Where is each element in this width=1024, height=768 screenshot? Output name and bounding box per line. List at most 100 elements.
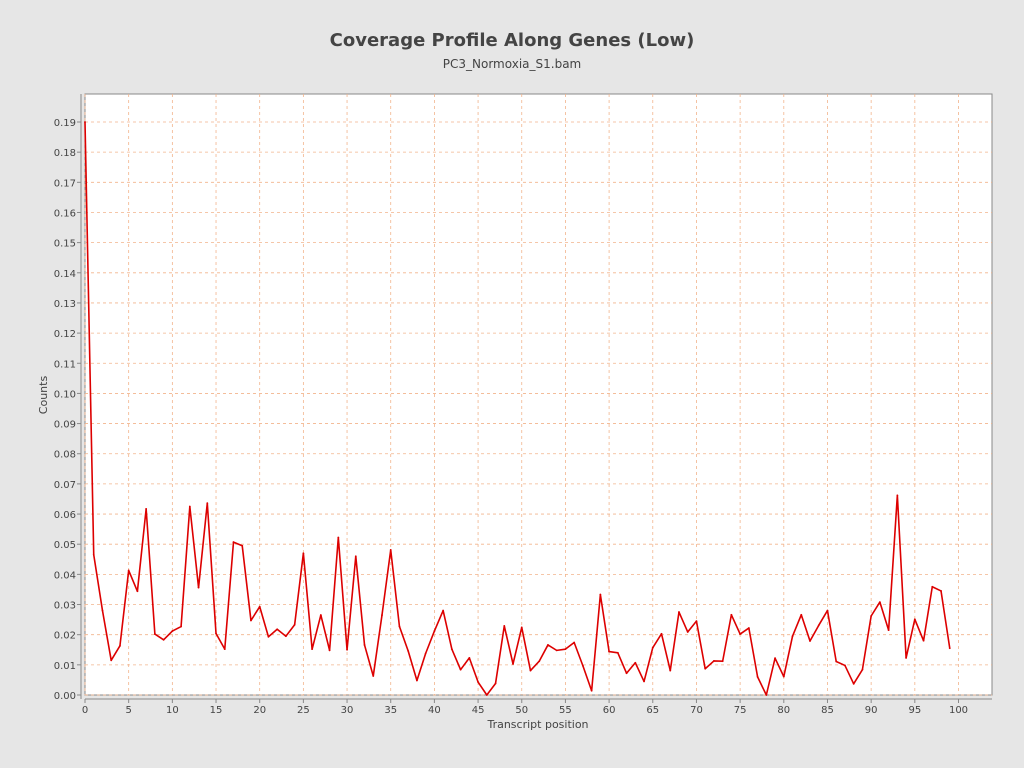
y-tick-label: 0.16 [54,208,76,219]
y-tick-label: 0.10 [54,389,76,400]
data-point [153,633,156,635]
x-tick-label: 65 [646,705,659,716]
data-point [520,626,523,629]
data-point [162,638,165,641]
data-point [844,664,846,667]
gridlines [84,94,992,696]
data-point [267,635,270,638]
data-point [407,650,410,652]
data-point [512,663,514,665]
data-point [878,601,881,604]
x-tick-label: 35 [384,705,397,716]
data-point [293,623,296,626]
data-point [756,676,759,678]
x-tick-label: 75 [734,705,747,716]
data-point [774,657,776,660]
x-tick-label: 30 [341,705,354,716]
data-point [922,639,925,642]
data-point [581,664,584,667]
data-point [337,536,340,539]
data-point [381,614,383,616]
data-point [809,640,811,642]
data-point [940,590,942,592]
data-point [739,633,742,635]
x-tick-label: 85 [821,705,834,716]
data-point [241,544,244,547]
x-tick-label: 25 [297,705,310,716]
y-tick-label: 0.04 [54,570,76,581]
x-tick-label: 40 [428,705,441,716]
data-point [704,667,707,670]
data-point [713,660,715,662]
data-point [616,651,619,654]
data-point [686,631,689,633]
series-group [84,121,951,696]
data-point [468,657,471,659]
x-tick-label: 20 [253,705,266,716]
data-point [363,644,366,646]
data-point [608,650,610,653]
data-point [145,508,148,510]
data-point [765,694,768,696]
data-point [503,625,506,627]
data-point [529,669,532,672]
data-point [800,613,803,616]
y-tick-label: 0.09 [54,420,76,431]
data-point [319,614,322,616]
data-point [905,657,907,659]
x-tick-label: 0 [82,705,88,716]
y-axis-ticks: 0.00 0.01 0.02 0.03 0.04 0.05 0.06 0.07 0.08 0.09… [54,118,81,702]
x-tick-label: 60 [603,705,616,716]
data-point [931,585,934,588]
data-point [136,590,139,593]
data-point [328,649,331,652]
data-point [92,553,95,556]
data-point [215,632,217,635]
data-point [180,625,182,628]
data-point [346,648,348,651]
data-point [730,613,733,616]
data-point [433,630,436,632]
y-tick-label: 0.07 [54,480,76,491]
data-point [276,628,279,631]
data-point [485,694,488,696]
data-point [232,541,235,543]
data-point [206,502,209,505]
data-point [791,635,794,638]
data-point [424,652,427,655]
data-point [416,679,418,682]
x-tick-label: 95 [908,705,921,716]
y-tick-label: 0.14 [54,269,76,280]
y-tick-label: 0.06 [54,510,76,521]
chart-title: Coverage Profile Along Genes (Low) [329,30,695,51]
data-point [590,689,593,692]
data-point [625,672,628,675]
data-point [398,625,401,628]
data-point [599,593,602,596]
data-point [660,632,663,635]
y-tick-label: 0.19 [54,118,76,129]
data-point [721,660,724,663]
y-tick-label: 0.05 [54,540,76,551]
y-tick-label: 0.02 [54,631,76,642]
data-point [119,644,121,647]
data-point [747,627,750,629]
data-point [547,644,549,646]
data-point [258,605,261,608]
data-point [948,647,951,650]
data-point [634,661,637,664]
data-point [573,641,576,644]
data-point [852,682,855,685]
data-point [651,646,654,649]
data-point [913,618,916,621]
data-point [835,660,838,663]
data-point [861,668,864,671]
y-tick-label: 0.08 [54,450,76,461]
data-point [887,629,890,632]
data-point [450,648,453,651]
data-point [477,681,479,683]
x-tick-label: 50 [515,705,528,716]
coverage-series-line [84,121,951,696]
x-axis-ticks: 0 5 10 15 20 25 30 35 40 45 50 55 60 65 70 75 80 85 90 95 10… [82,699,968,716]
